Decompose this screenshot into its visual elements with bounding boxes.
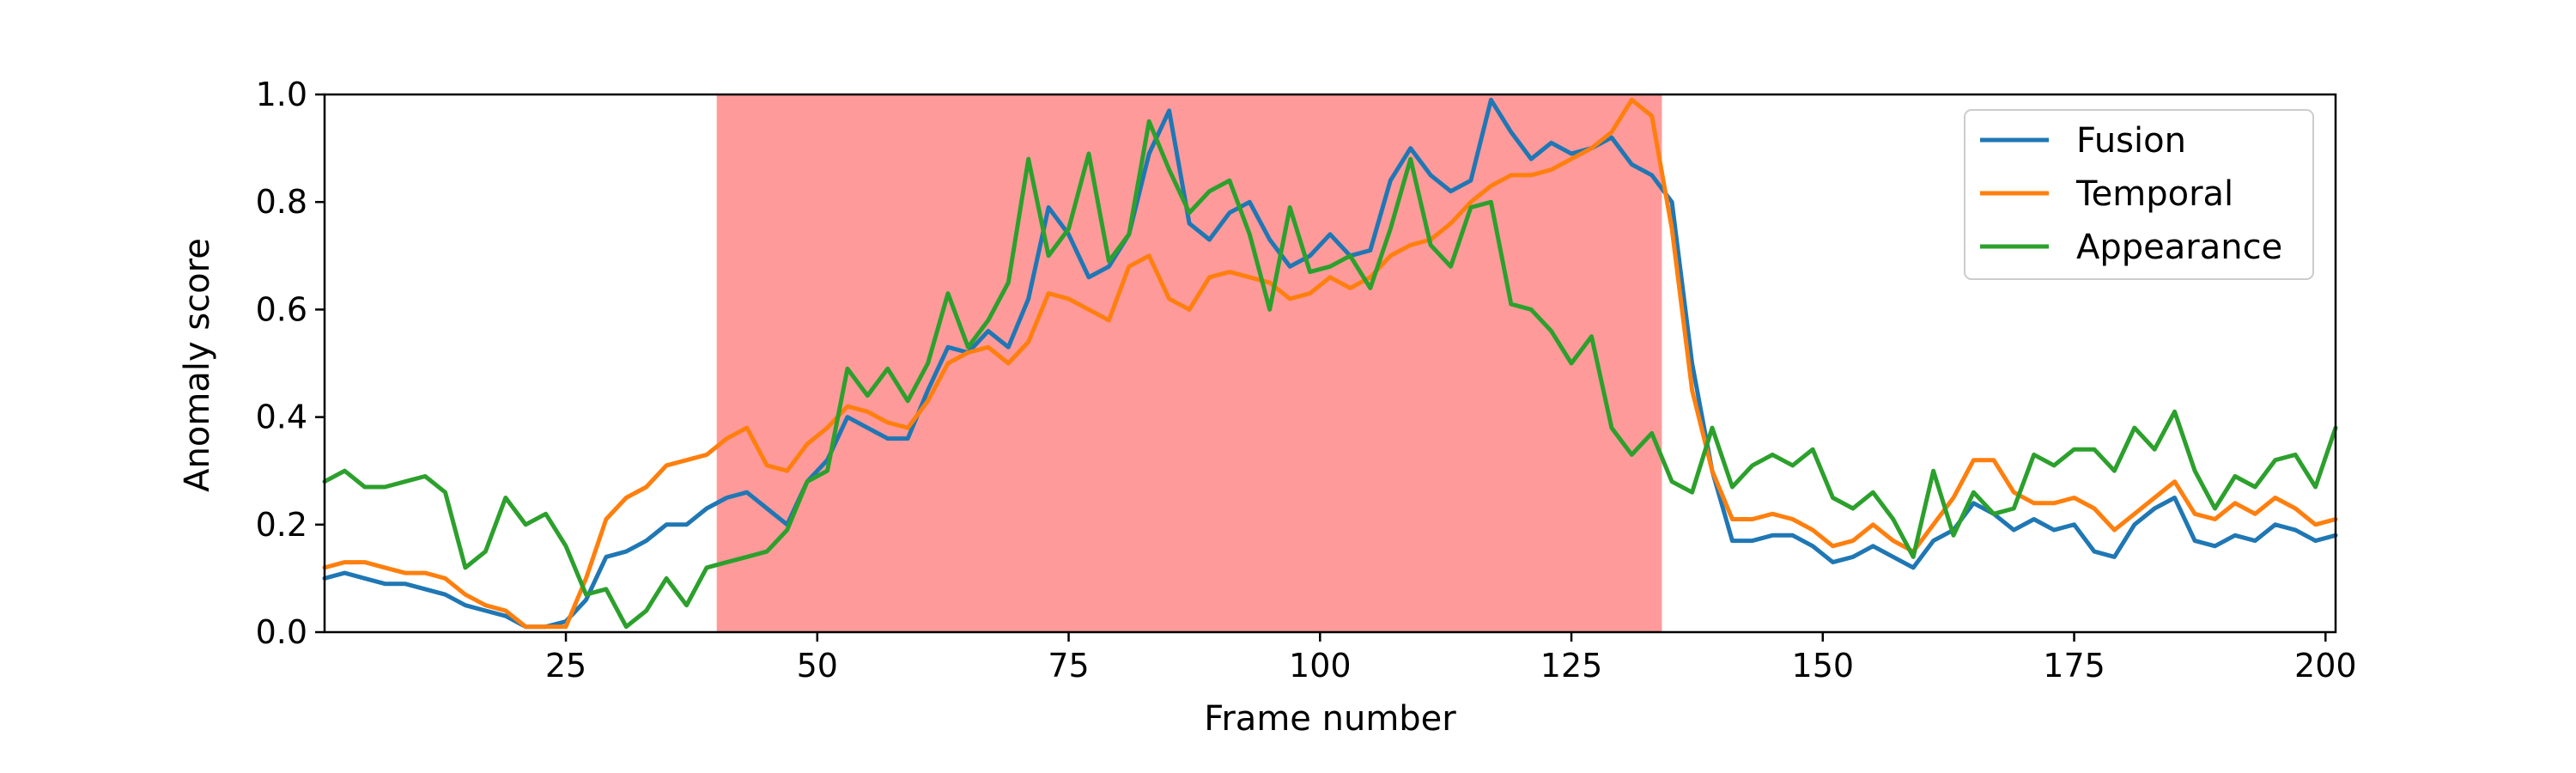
x-tick-label: 125 — [1540, 647, 1603, 685]
shaded-anomaly-region — [716, 94, 1662, 632]
legend-label-appearance: Appearance — [2076, 228, 2282, 267]
plot-area — [322, 94, 2338, 632]
legend-box — [1964, 109, 2314, 280]
x-tick-label: 25 — [545, 647, 586, 685]
x-tick-label: 175 — [2043, 647, 2105, 685]
legend: Fusion Temporal Appearance — [1964, 109, 2314, 280]
x-tick-label: 50 — [797, 647, 838, 685]
legend-label-temporal: Temporal — [2075, 174, 2233, 214]
y-axis-title: Anomaly score — [178, 238, 217, 492]
x-tick-label: 200 — [2294, 647, 2357, 685]
legend-label-fusion: Fusion — [2076, 121, 2186, 161]
axes-frame — [323, 93, 2337, 634]
x-tick-label: 150 — [1792, 647, 1855, 685]
y-tick-label: 0.0 — [256, 613, 307, 651]
y-tick-label: 0.6 — [256, 290, 307, 328]
x-tick-label: 75 — [1048, 647, 1089, 685]
x-axis-title: Frame number — [1204, 699, 1456, 739]
axes: 25 50 75 100 125 150 175 200 0.0 0.2 0.4 0.6 0.8 1.0 — [256, 76, 2357, 685]
y-tick-label: 0.2 — [256, 506, 307, 544]
series-line-fusion — [322, 97, 2338, 630]
y-tick-label: 0.8 — [256, 183, 307, 221]
y-tick-label: 0.4 — [256, 399, 307, 436]
x-tick-label: 100 — [1289, 647, 1352, 685]
series-line-appearance — [322, 119, 2338, 630]
y-tick-label: 1.0 — [256, 76, 307, 113]
series-line-temporal — [322, 97, 2338, 630]
